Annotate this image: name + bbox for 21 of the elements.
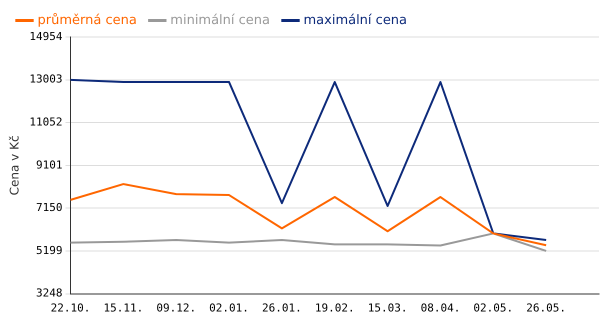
x-tick-label: 02.01. [209, 301, 249, 314]
y-tick-label: 14954 [29, 30, 63, 43]
x-tick-label: 26.05. [526, 301, 566, 314]
y-axis-title: Cena v Kč [7, 135, 22, 196]
x-tick-label: 02.05. [473, 301, 514, 314]
x-tick-label: 15.03. [368, 301, 408, 314]
x-tick-label: 08.04. [420, 301, 460, 314]
legend-label: průměrná cena [38, 12, 137, 28]
x-tick-label: 19.02. [314, 301, 355, 314]
x-tick-label: 22.10. [50, 301, 90, 314]
y-tick-label: 9101 [36, 158, 63, 172]
legend-label: minimální cena [170, 12, 270, 28]
x-tick-label: 15.11. [103, 301, 144, 314]
x-tick-label: 09.12. [156, 301, 196, 314]
y-tick-label: 3248 [36, 286, 63, 300]
y-tick-label: 5199 [36, 244, 63, 257]
y-tick-label: 7150 [36, 201, 63, 214]
y-tick-label: 11052 [29, 115, 63, 128]
x-tick-label: 26.01. [262, 301, 302, 314]
legend-label: maximální cena [304, 12, 408, 28]
y-tick-label: 13003 [29, 72, 63, 86]
